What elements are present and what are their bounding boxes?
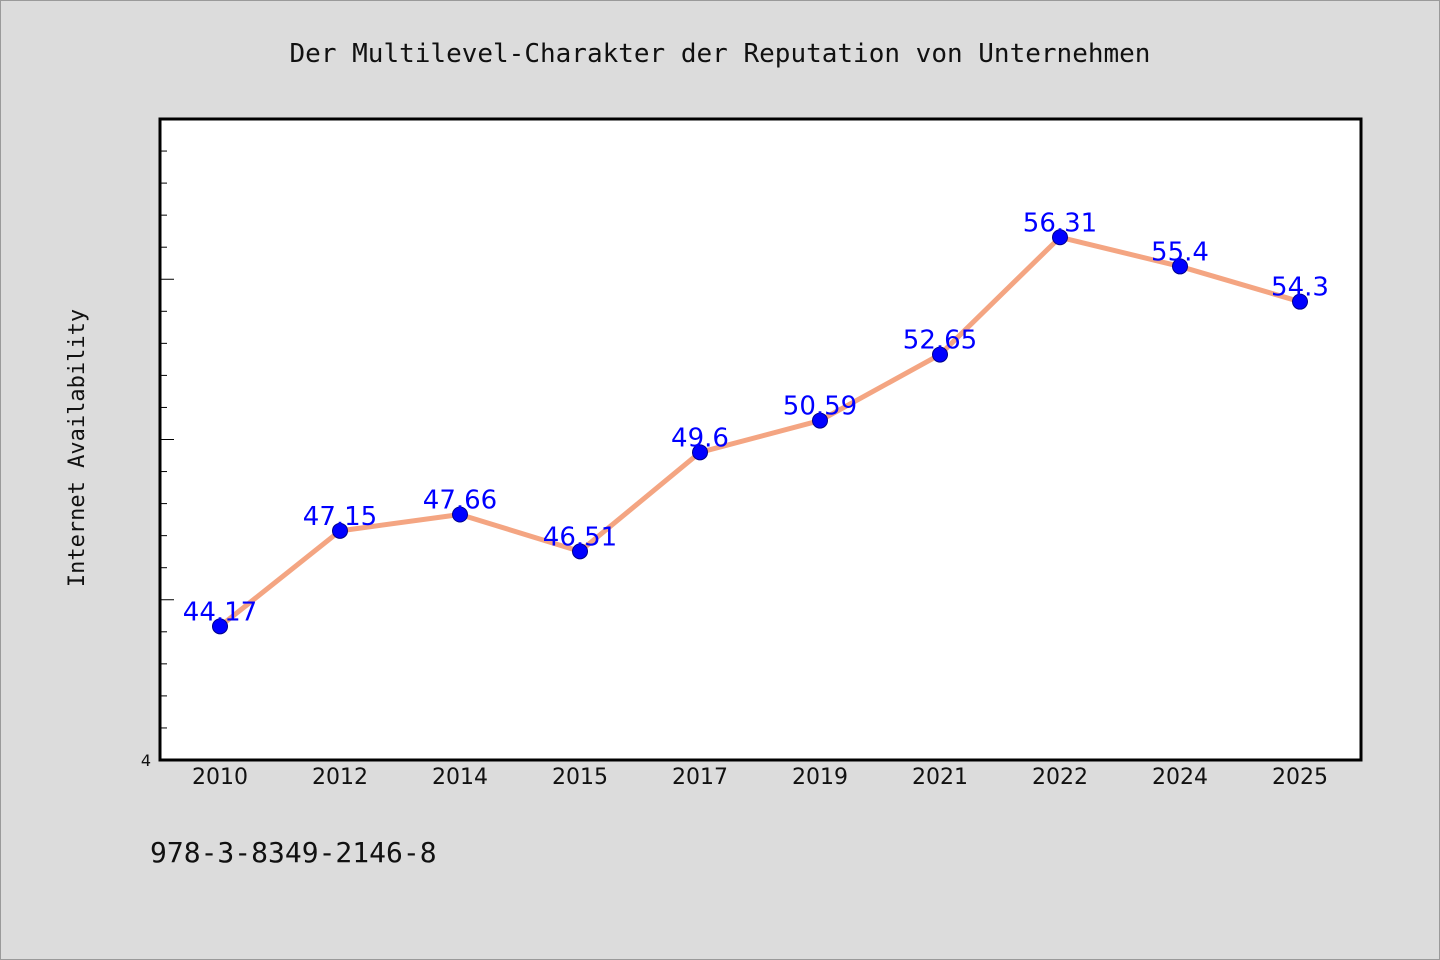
x-tick-label: 2012 bbox=[312, 765, 368, 790]
data-label: 52.65 bbox=[903, 326, 977, 356]
plot-area bbox=[158, 117, 1363, 762]
data-point bbox=[932, 346, 948, 363]
y-tick-label: 4 bbox=[141, 751, 151, 770]
x-tick-label: 2024 bbox=[1152, 765, 1208, 790]
series-line bbox=[217, 234, 1303, 629]
x-tick-label: 2014 bbox=[432, 765, 488, 790]
data-point bbox=[212, 618, 228, 635]
x-tick-label: 2025 bbox=[1272, 765, 1328, 790]
data-point bbox=[1292, 293, 1308, 310]
x-axis-labels: 2010 2012 2014 2015 2017 2019 2021 2022 2024 2025 bbox=[192, 765, 1328, 790]
y-axis-label: Internet Availability bbox=[65, 309, 90, 587]
data-label: 47.15 bbox=[303, 502, 377, 532]
x-tick-label: 2015 bbox=[552, 765, 608, 790]
chart-title: Der Multilevel-Charakter der Reputation … bbox=[290, 39, 1151, 69]
data-points bbox=[212, 229, 1308, 635]
data-point bbox=[572, 543, 588, 560]
data-point bbox=[1172, 258, 1188, 275]
data-label: 54.3 bbox=[1271, 273, 1329, 303]
data-label: 47.66 bbox=[423, 485, 497, 515]
x-tick-label: 2019 bbox=[792, 765, 848, 790]
y-axis-ticks bbox=[160, 150, 174, 729]
data-point bbox=[812, 412, 828, 429]
data-point bbox=[452, 506, 468, 523]
data-label: 44.17 bbox=[183, 597, 257, 627]
x-tick-label: 2021 bbox=[912, 765, 968, 790]
data-label: 49.6 bbox=[671, 423, 729, 453]
data-label: 46.51 bbox=[543, 522, 617, 552]
data-label: 55.4 bbox=[1151, 237, 1209, 267]
series-line-group bbox=[217, 234, 1303, 629]
x-tick-label: 2022 bbox=[1032, 765, 1088, 790]
data-labels: 44.17 47.15 47.66 46.51 49.6 50.59 52.65 56.31 5… bbox=[183, 208, 1329, 627]
data-label: 50.59 bbox=[783, 392, 857, 422]
x-tick-label: 2010 bbox=[192, 765, 248, 790]
data-point bbox=[1052, 229, 1068, 246]
data-point bbox=[332, 522, 348, 539]
x-tick-label: 2017 bbox=[672, 765, 728, 790]
data-point bbox=[692, 444, 708, 461]
data-label: 56.31 bbox=[1023, 208, 1097, 238]
isbn-text: 978-3-8349-2146-8 bbox=[150, 836, 437, 869]
